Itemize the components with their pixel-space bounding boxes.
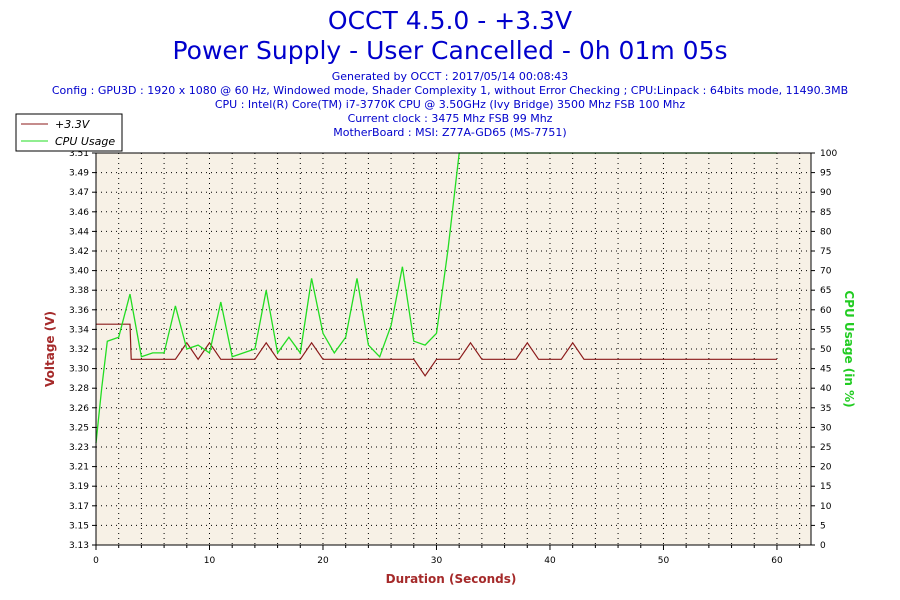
right-tick-label: 95 [820,169,831,179]
left-tick-label: 3.28 [69,384,89,394]
left-tick-label: 3.13 [69,541,89,551]
legend-label-cpu: CPU Usage [55,135,115,148]
right-tick-label: 80 [820,227,832,237]
bottom-tick-label: 10 [204,556,216,566]
right-tick-label: 0 [820,541,826,551]
chart-title-line1: OCCT 4.5.0 - +3.3V [328,6,572,35]
right-tick-label: 65 [820,286,831,296]
series-line-voltage [96,323,777,377]
left-tick-label: 3.47 [69,188,89,198]
cpu-info: CPU : Intel(R) Core(TM) i7-3770K CPU @ 3… [215,98,686,111]
bottom-tick-label: 50 [658,556,670,566]
series-line-cpu-usage [95,152,777,444]
left-tick-label: 3.19 [69,482,89,492]
right-tick-label: 40 [820,384,832,394]
left-tick-label: 3.34 [69,325,89,335]
right-tick-label: 35 [820,404,831,414]
y2-axis-label: CPU Usage (in %) [842,290,856,407]
chart-title-line2: Power Supply - User Cancelled - 0h 01m 0… [172,36,727,65]
bottom-tick-label: 0 [93,556,99,566]
right-tick-label: 60 [820,306,832,316]
left-tick-label: 3.40 [69,267,89,277]
left-tick-label: 3.15 [69,521,89,531]
left-tick-label: 3.21 [69,463,89,473]
left-tick-label: 3.25 [69,423,89,433]
right-tick-label: 85 [820,208,831,218]
right-tick-label: 100 [820,149,837,159]
right-tick-label: 25 [820,443,831,453]
right-tick-label: 20 [820,463,832,473]
config-info: Config : GPU3D : 1920 x 1080 @ 60 Hz, Wi… [52,84,848,97]
motherboard-info: MotherBoard : MSI: Z77A-GD65 (MS-7751) [333,126,566,139]
left-tick-label: 3.51 [69,149,89,159]
clock-info: Current clock : 3475 Mhz FSB 99 Mhz [348,112,553,125]
right-tick-label: 45 [820,365,831,375]
left-tick-label: 3.36 [69,306,89,316]
left-tick-label: 3.42 [69,247,89,257]
bottom-tick-label: 40 [544,556,556,566]
right-tick-label: 75 [820,247,831,257]
right-axis: 0 5 10 15 20 25 30 35 40 45 50 55 60 65 70 75 80 85 90 95 10… [811,149,837,551]
right-tick-label: 70 [820,267,832,277]
bottom-tick-label: 60 [771,556,783,566]
y-axis-label: Voltage (V) [43,311,57,387]
right-tick-label: 30 [820,423,832,433]
left-tick-label: 3.26 [69,404,89,414]
bottom-tick-label: 20 [317,556,329,566]
bottom-tick-label: 30 [431,556,443,566]
right-tick-label: 55 [820,325,831,335]
bottom-axis: 0 10 20 30 40 50 60 [93,545,801,566]
left-tick-label: 3.38 [69,286,89,296]
left-tick-label: 3.49 [69,169,89,179]
right-tick-label: 15 [820,482,831,492]
series-layer [95,152,777,444]
right-tick-label: 50 [820,345,832,355]
left-tick-label: 3.32 [69,345,89,355]
left-tick-label: 3.46 [69,208,89,218]
legend: +3.3V CPU Usage [15,113,123,152]
left-tick-label: 3.17 [69,502,89,512]
legend-box [15,113,123,152]
left-tick-label: 3.44 [69,227,89,237]
generated-info: Generated by OCCT : 2017/05/14 00:08:43 [332,70,569,83]
right-tick-label: 5 [820,521,826,531]
right-tick-label: 10 [820,502,832,512]
right-tick-label: 90 [820,188,832,198]
left-tick-label: 3.30 [69,365,89,375]
x-axis-label: Duration (Seconds) [386,572,517,586]
left-tick-label: 3.23 [69,443,89,453]
legend-label-voltage: +3.3V [55,118,91,131]
left-axis: 3.13 3.15 3.17 3.19 3.21 3.23 3.25 3.26 3.28 3.30… [69,149,96,551]
